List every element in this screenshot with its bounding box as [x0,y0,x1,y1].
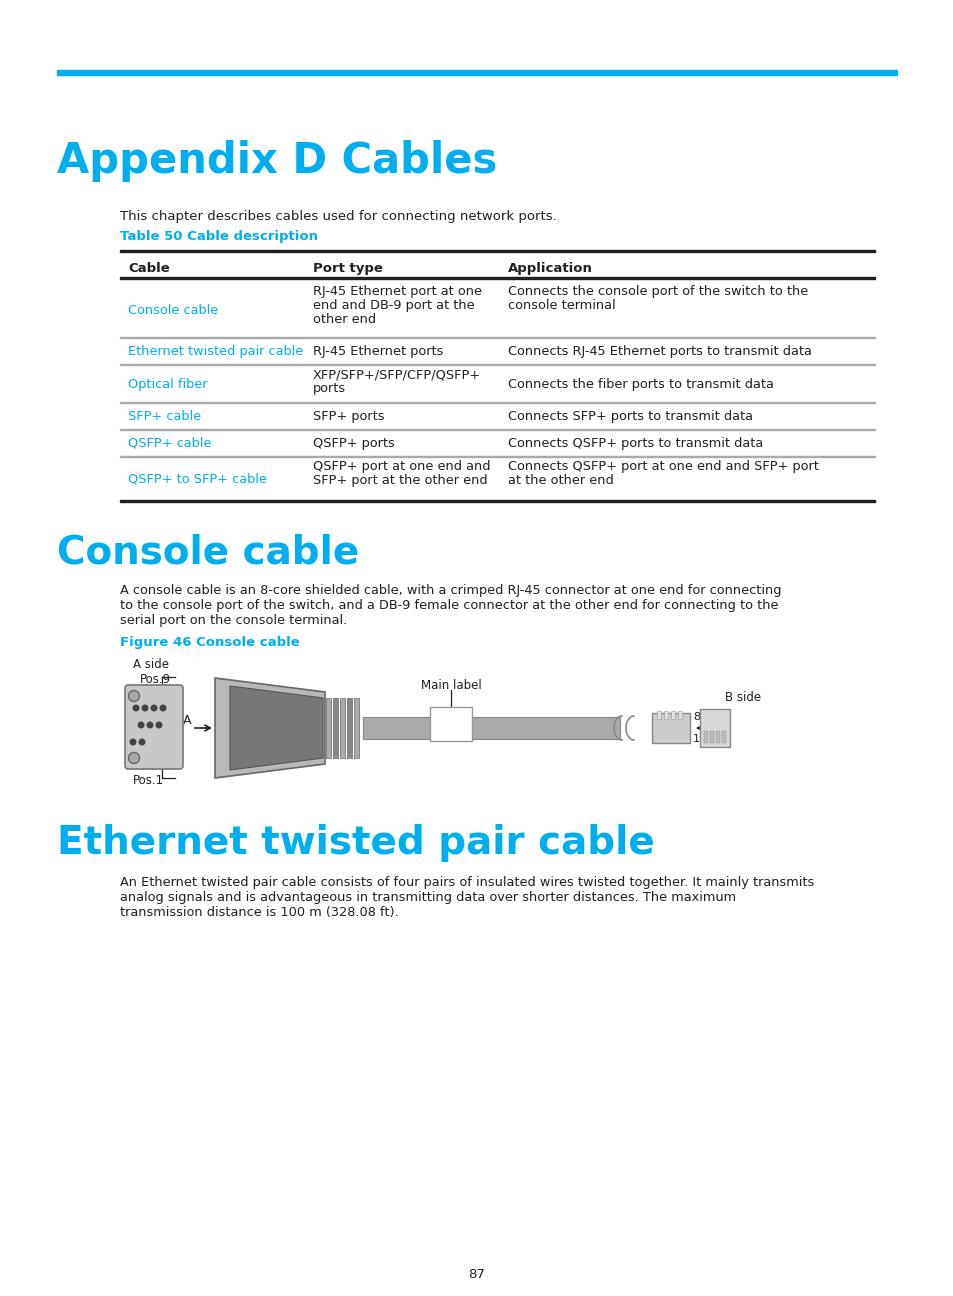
Text: XFP/SFP+/SFP/CFP/QSFP+: XFP/SFP+/SFP/CFP/QSFP+ [313,368,480,381]
Text: at the other end: at the other end [507,474,613,487]
Bar [678,712,681,719]
Text: QSFP+ cable: QSFP+ cable [128,437,212,450]
Text: QSFP+ port at one end and: QSFP+ port at one end and [313,460,490,473]
Text: B: B [711,715,720,728]
Text: Connects QSFP+ port at one end and SFP+ port: Connects QSFP+ port at one end and SFP+ … [507,460,818,473]
Text: console terminal: console terminal [507,299,615,312]
Text: Table 50 Cable description: Table 50 Cable description [120,229,317,244]
Circle shape [142,705,148,710]
Bar [333,699,337,758]
Circle shape [138,722,144,728]
Text: Ethernet twisted pair cable: Ethernet twisted pair cable [128,345,303,358]
Text: Main label: Main label [420,679,481,692]
Bar [120,499,874,502]
Text: 8: 8 [692,712,700,722]
Bar [663,712,667,719]
Text: transmission distance is 100 m (328.08 ft).: transmission distance is 100 m (328.08 f… [120,906,398,919]
Polygon shape [214,678,325,778]
Bar [657,712,660,719]
Bar [57,70,896,75]
Text: B side: B side [724,691,760,704]
Bar [339,699,345,758]
Text: 1: 1 [692,734,700,744]
Circle shape [133,705,138,710]
Bar [670,712,675,719]
Circle shape [151,705,156,710]
Text: Appendix D Cables: Appendix D Cables [57,140,497,181]
Circle shape [160,705,166,710]
Text: Connects the console port of the switch to the: Connects the console port of the switch … [507,285,807,298]
Bar [709,731,713,743]
Bar [326,699,331,758]
Text: Console cable: Console cable [128,305,218,318]
Text: QSFP+ to SFP+ cable: QSFP+ to SFP+ cable [128,473,267,486]
Polygon shape [230,686,323,770]
Bar [363,717,619,739]
Text: Cable: Cable [128,262,170,275]
Bar [430,708,472,741]
Bar [354,699,358,758]
Bar [700,709,729,746]
Text: Ethernet twisted pair cable: Ethernet twisted pair cable [57,824,654,862]
Text: Port type: Port type [313,262,382,275]
Text: A: A [182,714,191,727]
Bar [120,277,874,279]
Circle shape [147,722,152,728]
Bar [651,713,689,743]
Text: Pos.1: Pos.1 [132,774,164,787]
Text: Application: Application [507,262,592,275]
Bar [721,731,725,743]
Circle shape [139,739,145,745]
Circle shape [156,722,162,728]
Circle shape [130,739,135,745]
Text: RJ-45 Ethernet ports: RJ-45 Ethernet ports [313,345,443,358]
Text: Connects the fiber ports to transmit data: Connects the fiber ports to transmit dat… [507,378,773,391]
Text: Figure 46 Console cable: Figure 46 Console cable [120,636,299,649]
Text: SFP+ cable: SFP+ cable [128,410,201,422]
Text: to the console port of the switch, and a DB-9 female connector at the other end : to the console port of the switch, and a… [120,599,778,612]
Text: QSFP+ ports: QSFP+ ports [313,437,395,450]
Text: Pos.9: Pos.9 [140,673,171,686]
Text: A console cable is an 8-core shielded cable, with a crimped RJ-45 connector at o: A console cable is an 8-core shielded ca… [120,584,781,597]
Bar [120,250,874,251]
Bar [703,731,707,743]
Text: analog signals and is advantageous in transmitting data over shorter distances. : analog signals and is advantageous in tr… [120,892,736,905]
Text: SFP+ port at the other end: SFP+ port at the other end [313,474,487,487]
Bar [716,731,720,743]
Text: other end: other end [313,314,375,327]
Circle shape [129,691,139,701]
Text: Connects SFP+ ports to transmit data: Connects SFP+ ports to transmit data [507,410,752,422]
Text: A side: A side [132,658,169,671]
Text: end and DB-9 port at the: end and DB-9 port at the [313,299,475,312]
Text: Optical fiber: Optical fiber [128,378,208,391]
Text: SFP+ ports: SFP+ ports [313,410,384,422]
Circle shape [129,753,139,763]
FancyBboxPatch shape [125,686,183,769]
Text: serial port on the console terminal.: serial port on the console terminal. [120,614,347,627]
Text: Console cable: Console cable [57,534,359,572]
Bar [347,699,352,758]
Text: An Ethernet twisted pair cable consists of four pairs of insulated wires twisted: An Ethernet twisted pair cable consists … [120,876,814,889]
Text: RJ-45 Ethernet port at one: RJ-45 Ethernet port at one [313,285,481,298]
Text: 87: 87 [468,1267,485,1280]
Text: Connects QSFP+ ports to transmit data: Connects QSFP+ ports to transmit data [507,437,762,450]
Text: This chapter describes cables used for connecting network ports.: This chapter describes cables used for c… [120,210,557,223]
Text: ports: ports [313,382,346,395]
Text: Connects RJ-45 Ethernet ports to transmit data: Connects RJ-45 Ethernet ports to transmi… [507,345,811,358]
